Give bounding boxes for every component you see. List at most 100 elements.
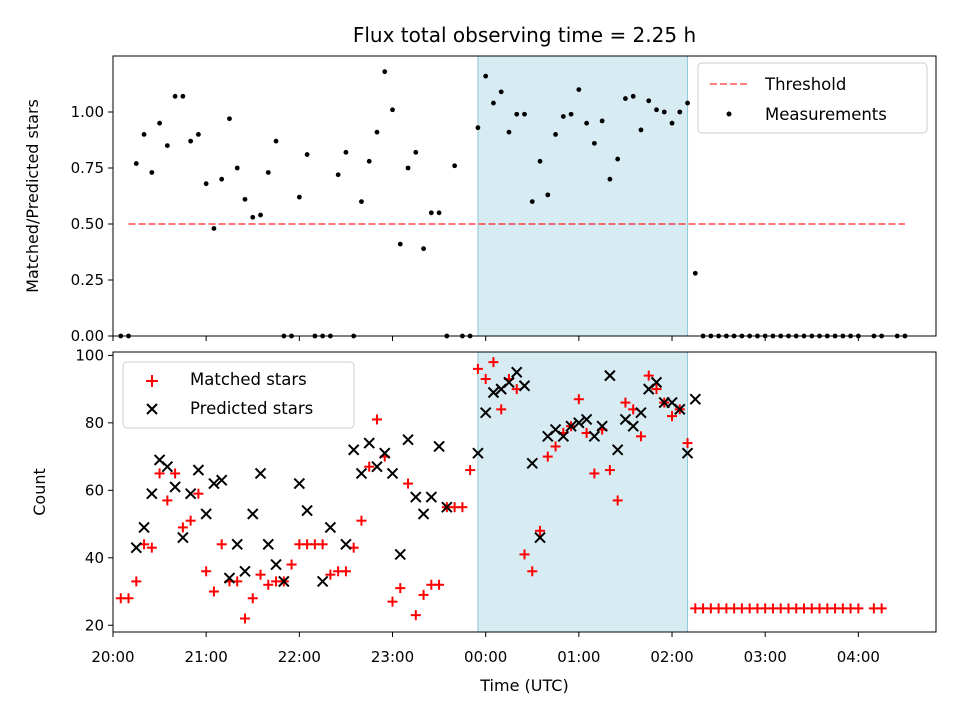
matched-star-point	[154, 468, 165, 479]
legend-matched-label: Matched stars	[190, 370, 307, 389]
predicted-star-point	[192, 464, 205, 476]
bottom-panel: 20 40 60 80 100 20:00 21:00 22:00 23:00 00:00 01:…	[30, 346, 937, 695]
bottom-xtick-layer: 20:00 21:00 22:00 23:00 00:00 01:00 02:00 03:00…	[91, 632, 880, 666]
measurement-point	[685, 100, 690, 106]
measurement-point	[584, 120, 590, 126]
measurement-point	[506, 129, 512, 135]
matched-star-point	[146, 542, 157, 553]
xtick-label: 21:00	[185, 648, 228, 666]
predicted-star-point	[402, 434, 414, 446]
measurement-point	[203, 181, 209, 187]
matched-star-point	[239, 613, 250, 624]
predicted-star-point	[371, 460, 383, 473]
legend-measurements-label: Measurements	[765, 105, 887, 124]
measurement-point	[296, 194, 302, 200]
measurement-point	[560, 114, 566, 119]
predicted-star-point	[425, 491, 438, 503]
predicted-star-point	[433, 440, 445, 453]
measurement-point	[483, 73, 489, 79]
measurement-point	[180, 93, 186, 99]
predicted-star-point	[278, 575, 290, 588]
matched-star-point	[519, 549, 530, 560]
bottom-ylabel: Count	[30, 468, 49, 516]
matched-star-point	[550, 441, 561, 452]
top-ytick-label: 1.00	[71, 103, 104, 121]
matched-star-point	[643, 370, 654, 381]
top-axes-frame	[112, 55, 937, 337]
matched-star-point	[589, 468, 600, 479]
measurement-point	[304, 152, 310, 157]
matched-star-point	[620, 397, 631, 408]
predicted-star-point	[410, 491, 422, 503]
matched-star-point	[193, 488, 204, 499]
bot-ytick-label: 80	[85, 414, 104, 432]
matched-star-point	[162, 495, 173, 506]
matched-star-point	[371, 414, 382, 425]
matched-star-point	[263, 579, 274, 590]
predicted-star-point	[355, 467, 368, 480]
top-xtick-layer	[112, 336, 859, 341]
measurement-point	[491, 100, 496, 106]
matched-star-point	[247, 593, 258, 604]
measurement-point	[343, 149, 349, 155]
legend-measurements-swatch	[726, 111, 732, 117]
top-ytick-label: 0.75	[71, 159, 104, 177]
matched-star-point	[604, 465, 615, 476]
measurement-point	[692, 270, 698, 276]
measurement-point	[273, 138, 279, 144]
predicted-star-point	[557, 430, 570, 443]
measurement-point	[615, 156, 621, 162]
xtick-label: 04:00	[837, 648, 880, 666]
measurement-point	[258, 212, 263, 218]
measurement-point	[211, 226, 217, 231]
predicted-star-point	[534, 531, 546, 544]
measurement-point	[599, 118, 605, 124]
matched-star-point	[535, 525, 546, 536]
measurement-point	[421, 246, 426, 252]
matched-star-point	[667, 411, 678, 422]
predicted-star-point	[441, 501, 453, 513]
matched-star-point	[527, 566, 538, 577]
matched-star-point	[286, 559, 297, 570]
measurement-point	[133, 161, 139, 166]
predicted-star-point	[215, 474, 228, 486]
matched-star-point	[170, 468, 181, 479]
bot-ytick-label: 20	[85, 616, 104, 634]
measurement-point	[335, 172, 341, 178]
predicted-star-point	[254, 467, 267, 480]
predicted-star-point	[293, 477, 306, 490]
predicted-star-point	[231, 538, 243, 550]
top-ytick-label: 0.50	[71, 215, 104, 233]
predicted-star-point	[324, 521, 337, 534]
matched-star-point	[201, 566, 212, 577]
measurement-point	[188, 138, 194, 144]
matched-star-point	[255, 569, 266, 580]
measurement-point	[390, 107, 395, 113]
predicted-star-point	[200, 508, 212, 520]
measurement-point	[498, 89, 504, 95]
matched-star-point	[434, 579, 445, 590]
matched-star-point	[853, 603, 864, 614]
matched-star-point	[123, 593, 134, 604]
predicted-star-point	[138, 521, 150, 534]
measurement-point	[149, 170, 155, 175]
measurement-point	[537, 158, 543, 164]
measurement-point	[196, 132, 201, 137]
measurement-point	[568, 111, 574, 117]
measurement-point	[382, 69, 388, 75]
measurement-point	[250, 214, 256, 220]
predicted-star-point	[604, 369, 616, 382]
predicted-star-point	[184, 487, 197, 500]
matched-star-point	[317, 539, 328, 550]
top-legend: Threshold Measurements	[697, 62, 928, 134]
xtick-label: 00:00	[464, 648, 507, 666]
measurement-point	[164, 143, 170, 149]
measurement-point	[646, 98, 652, 104]
predicted-star-point	[588, 430, 601, 443]
top-shaded-span	[477, 55, 689, 337]
predicted-star-point	[518, 380, 531, 392]
predicted-star-point	[681, 447, 694, 459]
matched-star-point	[131, 576, 142, 587]
bottom-axes-frame	[112, 351, 937, 633]
predicted-star-point	[316, 575, 329, 588]
